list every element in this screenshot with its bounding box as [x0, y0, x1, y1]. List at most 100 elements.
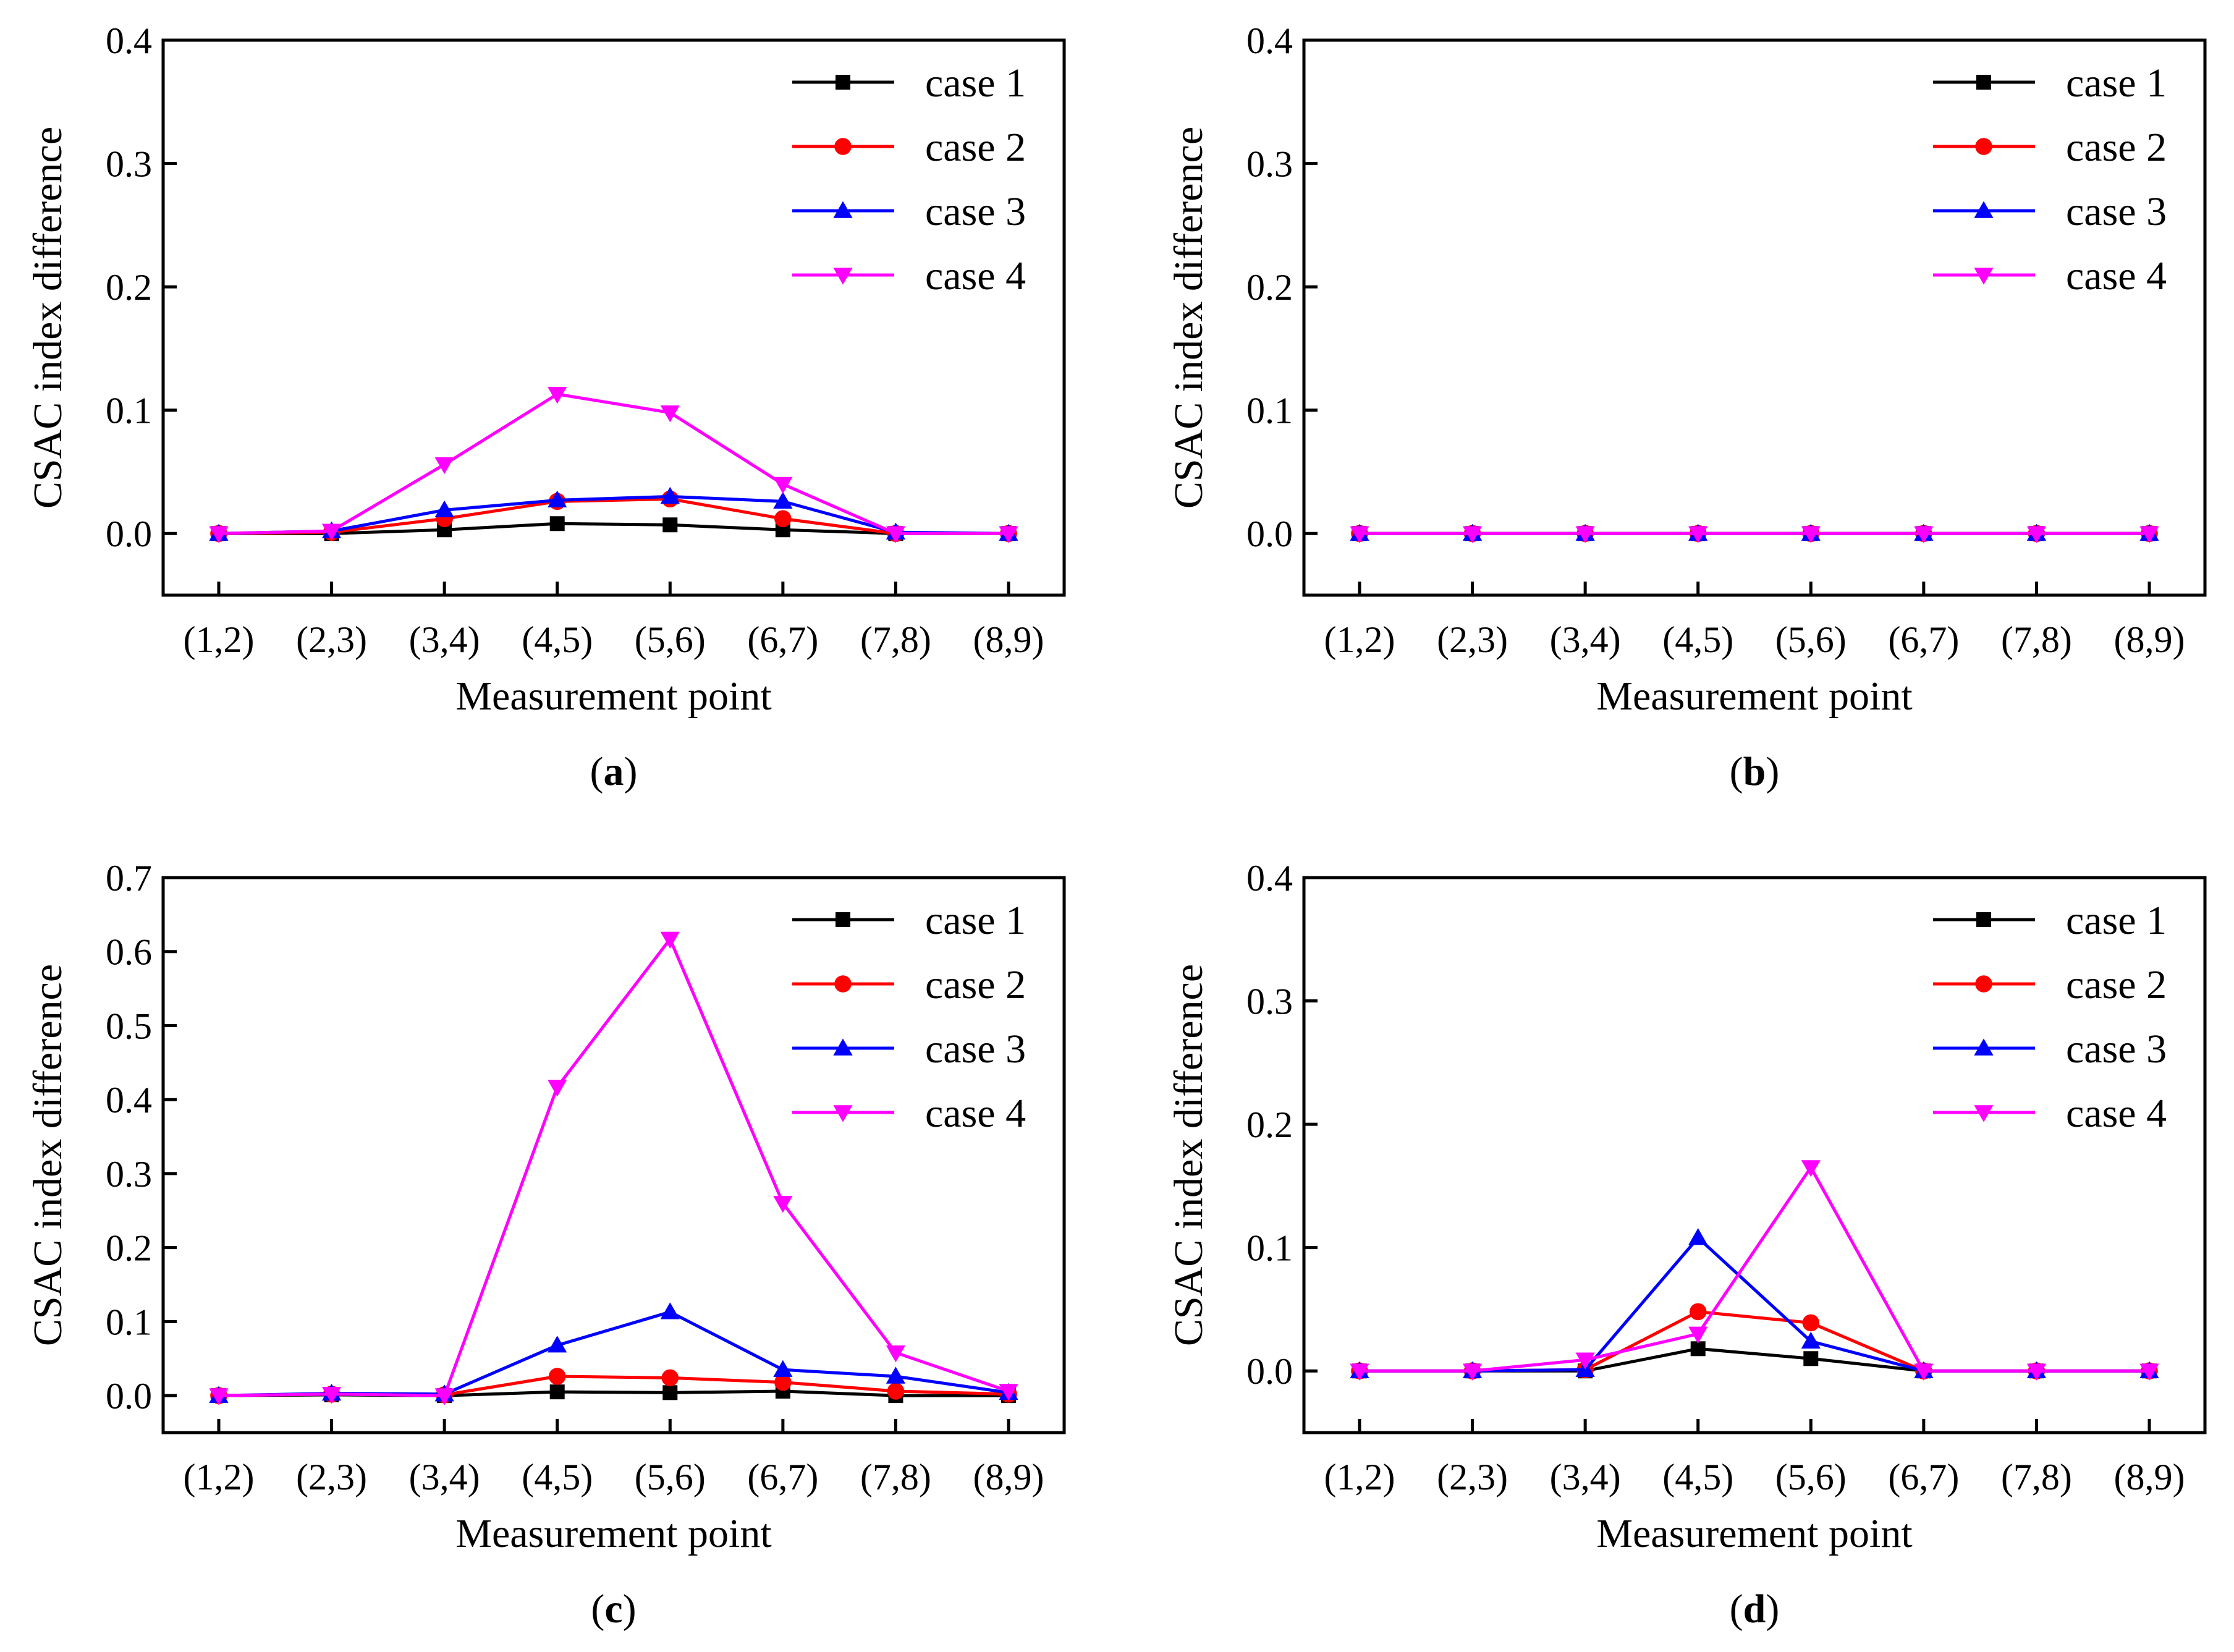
- data-point: [660, 486, 680, 504]
- legend-marker: [834, 975, 852, 993]
- x-tick-label: (6,7): [747, 619, 818, 660]
- data-point: [1688, 526, 1708, 543]
- data-point: [209, 1388, 229, 1405]
- data-point: [1914, 526, 1934, 543]
- legend: case 1 case 2 case 3 case 4: [1933, 61, 2167, 299]
- x-tick-label: (7,8): [860, 619, 931, 660]
- y-tick-label: 0.4: [1246, 858, 1293, 899]
- caption-open-paren: (: [1730, 1586, 1743, 1632]
- y-axis-title: CSAC index difference: [25, 964, 70, 1346]
- data-point: [549, 516, 565, 532]
- data-point: [661, 1369, 679, 1387]
- x-tick-label: (4,5): [1662, 1457, 1733, 1497]
- y-tick-label: 0.2: [106, 1228, 152, 1269]
- y-axis-title: CSAC index difference: [1166, 964, 1211, 1346]
- data-point: [773, 1196, 793, 1213]
- data-point: [548, 1368, 566, 1385]
- data-point: [773, 491, 793, 509]
- data-point: [434, 1388, 454, 1405]
- y-tick-label: 0.7: [106, 858, 152, 899]
- legend-label: case 1: [2066, 898, 2167, 943]
- x-tick-label: (3,4): [409, 619, 480, 660]
- data-point: [1350, 526, 1369, 543]
- data-point: [549, 1384, 565, 1400]
- data-point: [2139, 1363, 2159, 1381]
- legend-label: case 1: [925, 61, 1026, 106]
- data-point: [321, 1387, 342, 1404]
- data-point: [660, 1302, 680, 1319]
- caption-open-paren: (: [1730, 749, 1743, 794]
- data-point: [662, 1385, 678, 1400]
- series-line: [218, 937, 1009, 1397]
- caption-close-paren: ): [1766, 1586, 1779, 1632]
- panel-caption: (d): [1730, 1586, 1780, 1632]
- caption-open-paren: (: [590, 749, 604, 794]
- y-tick-label: 0.1: [1246, 1228, 1293, 1269]
- legend-label: case 4: [925, 253, 1026, 299]
- caption-open-paren: (: [591, 1586, 604, 1632]
- legend-label: case 2: [925, 125, 1026, 170]
- y-tick-label: 0.5: [106, 1006, 152, 1046]
- legend-label: case 3: [2066, 1027, 2167, 1072]
- legend-marker: [1975, 138, 1992, 155]
- legend-label: case 4: [925, 1091, 1026, 1136]
- x-tick-label: (5,6): [635, 1457, 706, 1497]
- data-point: [886, 1366, 906, 1384]
- plot-frame: [1302, 38, 2207, 597]
- series-line: [1360, 1310, 2149, 1373]
- series-case-4: [209, 931, 1018, 1405]
- data-point: [886, 526, 906, 543]
- y-tick-label: 0.3: [106, 144, 152, 185]
- x-tick-label: (8,9): [2114, 619, 2185, 660]
- y-tick-label: 0.3: [1246, 981, 1293, 1022]
- x-tick-label: (8,9): [2114, 1457, 2185, 1497]
- legend-marker: [1974, 201, 1994, 218]
- data-point: [1802, 1314, 1820, 1332]
- data-point: [773, 477, 793, 494]
- data-point: [886, 1345, 906, 1363]
- y-tick-label: 0.0: [1246, 514, 1293, 554]
- legend-marker: [836, 912, 850, 927]
- legend-marker: [1976, 75, 1991, 90]
- data-point: [2026, 526, 2047, 543]
- legend-marker: [833, 1038, 853, 1056]
- series-case-4: [1350, 1160, 2159, 1381]
- x-tick-label: (5,6): [635, 619, 706, 660]
- legend-marker: [1975, 975, 1992, 993]
- series-case-4: [209, 387, 1018, 543]
- caption-close-paren: ): [1766, 749, 1779, 794]
- y-tick-label: 0.1: [106, 1302, 152, 1342]
- data-point: [662, 517, 678, 533]
- x-tick-label: (7,8): [860, 1457, 931, 1497]
- caption-close-paren: ): [624, 749, 638, 794]
- data-point: [774, 1373, 792, 1391]
- data-point: [209, 526, 229, 543]
- x-axis-title: Measurement point: [1596, 674, 1912, 719]
- series-line: [218, 494, 1009, 535]
- data-point: [434, 500, 454, 518]
- data-point: [548, 1336, 567, 1353]
- legend-marker: [1974, 1105, 1994, 1122]
- y-axis-title: CSAC index difference: [1166, 127, 1211, 509]
- data-point: [1688, 1228, 1708, 1245]
- legend-label: case 4: [2066, 1091, 2167, 1136]
- x-tick-label: (6,7): [747, 1457, 818, 1497]
- x-tick-label: (3,4): [1550, 619, 1621, 660]
- data-point: [774, 510, 792, 528]
- y-tick-label: 0.1: [106, 391, 152, 431]
- y-tick-label: 0.2: [1246, 1104, 1293, 1145]
- y-tick-label: 0.4: [1246, 20, 1293, 61]
- x-tick-label: (2,3): [1437, 619, 1508, 660]
- y-tick-label: 0.2: [106, 267, 152, 308]
- series-line: [218, 497, 1009, 535]
- legend-label: case 2: [2066, 125, 2167, 170]
- x-tick-label: (3,4): [409, 1457, 480, 1497]
- data-point: [321, 523, 342, 541]
- data-point: [1575, 526, 1595, 543]
- data-point: [887, 1383, 905, 1400]
- data-point: [548, 490, 567, 508]
- caption-close-paren: ): [623, 1586, 637, 1632]
- x-tick-label: (1,2): [1324, 1457, 1395, 1497]
- legend-marker: [1976, 912, 1991, 927]
- y-tick-label: 0.0: [106, 1376, 152, 1417]
